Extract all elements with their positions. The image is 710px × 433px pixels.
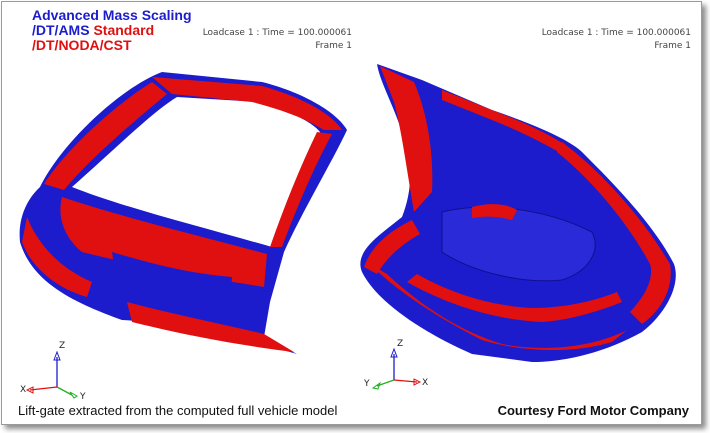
left-triad-z: Z [59,341,65,351]
right-frame-label: Frame 1 [654,41,691,51]
left-triad-y: Y [79,392,86,402]
left-triad-x: X [20,385,26,395]
left-axis-triad: Z X Y [20,341,86,402]
fea-scene: Z X Y Z X Y [19,64,676,402]
left-liftgate-model [19,72,348,354]
left-red-top-rim [152,77,342,130]
right-red-lower-band [407,274,622,322]
right-red-left-strut [380,66,433,212]
left-frame-label: Frame 1 [315,41,352,51]
figure-caption: Lift-gate extracted from the computed fu… [18,403,338,418]
right-loadcase-label: Loadcase 1 : Time = 100.000061 [541,28,691,38]
legend-dt-ams: /DT/AMS [32,22,90,38]
right-viewport-info: Loadcase 1 : Time = 100.000061 Frame 1 [542,27,691,53]
screenshot-frame: Z X Y Z X Y Advanced Mass Scaling /DT/AM… [1,1,702,425]
left-red-lower-left [22,217,92,297]
right-triad-x: X [422,378,428,388]
right-red-top-rail [442,90,572,154]
right-triad-y: Y [363,379,370,389]
right-triad-z: Z [397,339,403,349]
right-red-bottom-edge [370,264,627,351]
legend: Advanced Mass Scaling /DT/AMS Standard /… [32,8,192,53]
legend-line2: /DT/AMS Standard [32,23,192,38]
right-red-corner [364,220,420,274]
legend-ams: Advanced Mass Scaling [32,7,192,23]
right-red-right-rim [557,142,671,324]
left-red-right-pillar [270,132,332,247]
right-red-patch [472,204,517,220]
right-liftgate-model [360,64,676,362]
right-axis-triad: Z X Y [363,339,428,390]
left-window-opening [72,97,320,247]
credit-text: Courtesy Ford Motor Company [497,403,689,418]
legend-standard: Standard [93,22,155,38]
left-red-bottom-strip [127,302,294,352]
left-loadcase-label: Loadcase 1 : Time = 100.000061 [202,28,352,38]
left-red-bottom-flap [112,252,232,302]
left-red-lower-panel [60,197,267,287]
left-red-left-pillar [44,82,167,190]
legend-noda: /DT/NODA/CST [32,37,132,53]
left-viewport-info: Loadcase 1 : Time = 100.000061 Frame 1 [203,27,352,53]
